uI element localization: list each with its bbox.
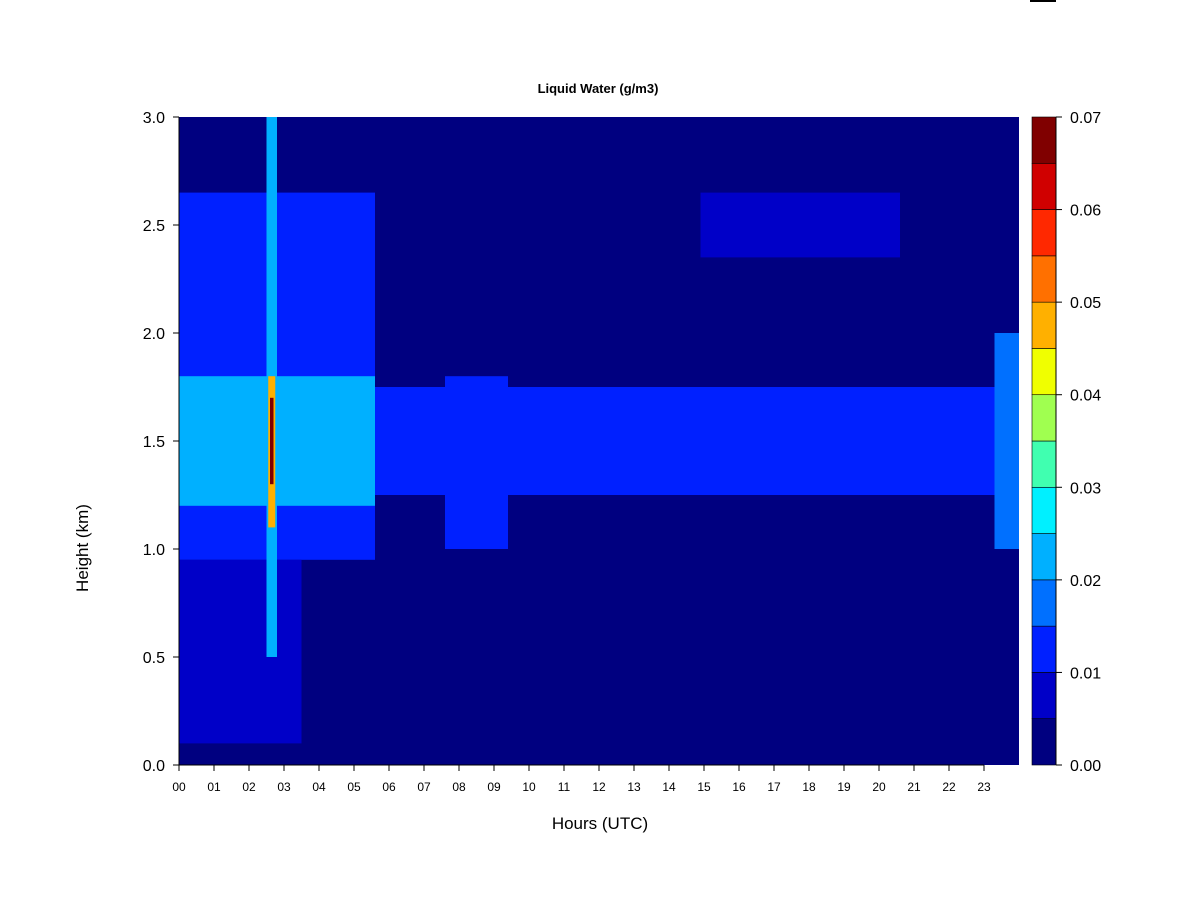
x-tick-label: 13: [627, 780, 641, 794]
colorbar-swatch: [1031, 116, 1057, 164]
corner-mark: [1030, 0, 1056, 2]
heatmap-cell-7: [445, 376, 508, 549]
x-tick-label: 07: [417, 780, 431, 794]
x-tick-label: 06: [382, 780, 396, 794]
heatmap-plot-area: [179, 117, 1019, 765]
x-tick-label: 17: [767, 780, 781, 794]
heatmap-cell-8: [700, 192, 900, 258]
heatmap-cell-9: [994, 333, 1019, 549]
x-tick-label: 03: [277, 780, 291, 794]
y-tick-label: 2.0: [143, 326, 165, 343]
x-tick-label: 01: [207, 780, 221, 794]
x-tick-label: 08: [452, 780, 466, 794]
y-tick-label: 1.0: [143, 542, 165, 559]
x-tick-label: 16: [732, 780, 746, 794]
colorbar-swatch: [1031, 255, 1057, 303]
colorbar-swatch: [1031, 440, 1057, 488]
heatmap-cell-5: [270, 397, 274, 485]
colorbar-tick-label: 0.01: [1070, 665, 1101, 682]
x-axis-label: Hours (UTC): [552, 814, 648, 833]
y-tick-label: 1.5: [143, 434, 165, 451]
x-tick-label: 12: [592, 780, 606, 794]
colorbar-tick-label: 0.04: [1070, 388, 1101, 405]
colorbar-tick-label: 0.05: [1070, 295, 1101, 312]
chart-title: Liquid Water (g/m3): [538, 81, 659, 96]
x-tick-label: 15: [697, 780, 711, 794]
colorbar-tick-label: 0.07: [1070, 110, 1101, 127]
colorbar-tick-label: 0.02: [1070, 573, 1101, 590]
colorbar-swatch: [1031, 486, 1057, 534]
x-tick-label: 20: [872, 780, 886, 794]
x-axis: 00 01 02 03 04 05 06 07 08 09 10 11 12 13 14 15 16 17 18 19…: [172, 764, 991, 794]
x-tick-label: 21: [907, 780, 921, 794]
colorbar-swatch: [1031, 209, 1057, 257]
x-tick-label: 05: [347, 780, 361, 794]
colorbar-swatch: [1031, 625, 1057, 673]
colorbar-swatch: [1031, 579, 1057, 627]
colorbar-swatch: [1031, 162, 1057, 210]
colorbar: 0.00 0.01 0.02 0.03 0.04 0.05 0.06 0.07: [1031, 110, 1101, 775]
y-axis-label: Height (km): [73, 504, 92, 592]
y-tick-label: 0.0: [143, 758, 165, 775]
colorbar-swatch: [1031, 533, 1057, 581]
colorbar-swatch: [1031, 672, 1057, 720]
x-tick-label: 00: [172, 780, 186, 794]
y-tick-label: 2.5: [143, 218, 165, 235]
colorbar-tick-label: 0.03: [1070, 480, 1101, 497]
heatmap-cell-2: [179, 559, 302, 744]
x-tick-label: 04: [312, 780, 326, 794]
x-tick-label: 19: [837, 780, 851, 794]
y-tick-label: 0.5: [143, 650, 165, 667]
x-tick-label: 18: [802, 780, 816, 794]
x-tick-label: 22: [942, 780, 956, 794]
x-tick-label: 14: [662, 780, 676, 794]
x-tick-label: 10: [522, 780, 536, 794]
colorbar-swatch: [1031, 348, 1057, 396]
y-axis: 0.0 0.5 1.0 1.5 2.0 2.5 3.0: [143, 110, 180, 775]
x-tick-label: 23: [977, 780, 991, 794]
colorbar-tick-label: 0.00: [1070, 758, 1101, 775]
x-tick-label: 11: [558, 780, 571, 794]
colorbar-swatch: [1031, 718, 1057, 766]
colorbar-swatch: [1031, 301, 1057, 349]
x-tick-label: 02: [242, 780, 256, 794]
colorbar-swatch: [1031, 394, 1057, 442]
y-tick-label: 3.0: [143, 110, 165, 127]
colorbar-tick-label: 0.06: [1070, 203, 1101, 220]
x-tick-label: 09: [487, 780, 501, 794]
